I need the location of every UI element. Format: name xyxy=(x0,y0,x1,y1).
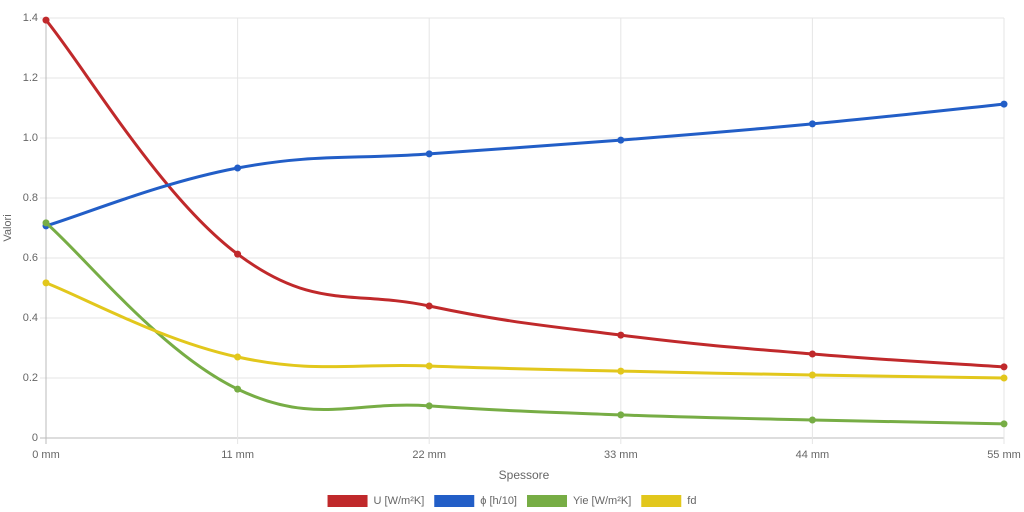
x-tick-label: 55 mm xyxy=(987,449,1021,461)
legend-label: ϕ [h/10] xyxy=(480,495,517,507)
series-line xyxy=(45,281,1005,380)
series-line xyxy=(45,102,1005,228)
data-point xyxy=(42,219,50,227)
data-point xyxy=(617,136,625,144)
y-tick-label: 1.0 xyxy=(23,132,38,144)
y-tick-label: 0 xyxy=(32,432,38,444)
data-point xyxy=(425,362,433,370)
legend: U [W/m²K] ϕ [h/10] Yie [W/m²K] fd xyxy=(327,495,696,507)
x-tick-label: 33 mm xyxy=(604,449,638,461)
legend-item: U [W/m²K] xyxy=(327,495,425,507)
x-tick-label: 0 mm xyxy=(32,449,60,461)
legend-swatch xyxy=(527,495,568,507)
x-axis-title: Spessore xyxy=(499,468,550,482)
data-point xyxy=(617,411,625,419)
data-point xyxy=(1000,420,1008,428)
series-line xyxy=(44,19,1005,369)
y-tick-label: 0.2 xyxy=(23,372,38,384)
x-tick-label: 22 mm xyxy=(412,449,446,461)
legend-swatch xyxy=(327,495,368,507)
legend-label: U [W/m²K] xyxy=(374,495,425,507)
data-point xyxy=(1000,363,1008,371)
series-line xyxy=(45,221,1005,426)
data-point xyxy=(234,250,242,258)
legend-item: Yie [W/m²K] xyxy=(527,495,631,507)
y-tick-label: 0.4 xyxy=(23,312,38,324)
data-point xyxy=(42,16,50,24)
data-point xyxy=(234,353,242,361)
data-point xyxy=(617,331,625,339)
data-point xyxy=(808,350,816,358)
data-point xyxy=(234,164,242,172)
data-point xyxy=(42,279,50,287)
data-point xyxy=(425,302,433,310)
x-tick-label: 44 mm xyxy=(796,449,830,461)
x-tick-label: 11 mm xyxy=(221,449,254,461)
y-tick-label: 1.4 xyxy=(23,12,38,24)
data-point xyxy=(808,120,816,128)
data-point xyxy=(425,150,433,158)
y-tick-label: 1.2 xyxy=(23,72,38,84)
legend-item: fd xyxy=(641,495,696,507)
data-point xyxy=(425,402,433,410)
legend-swatch xyxy=(641,495,682,507)
data-point xyxy=(808,371,816,379)
legend-item: ϕ [h/10] xyxy=(434,495,517,507)
legend-label: Yie [W/m²K] xyxy=(573,495,631,507)
data-point xyxy=(808,416,816,424)
y-tick-label: 0.6 xyxy=(23,252,38,264)
legend-swatch xyxy=(434,495,475,507)
legend-label: fd xyxy=(687,495,696,507)
data-point xyxy=(1000,374,1008,382)
y-tick-label: 0.8 xyxy=(23,192,38,204)
data-point xyxy=(617,367,625,375)
y-axis-title: Valori xyxy=(2,214,14,241)
data-point xyxy=(1000,100,1008,108)
data-point xyxy=(234,385,242,393)
